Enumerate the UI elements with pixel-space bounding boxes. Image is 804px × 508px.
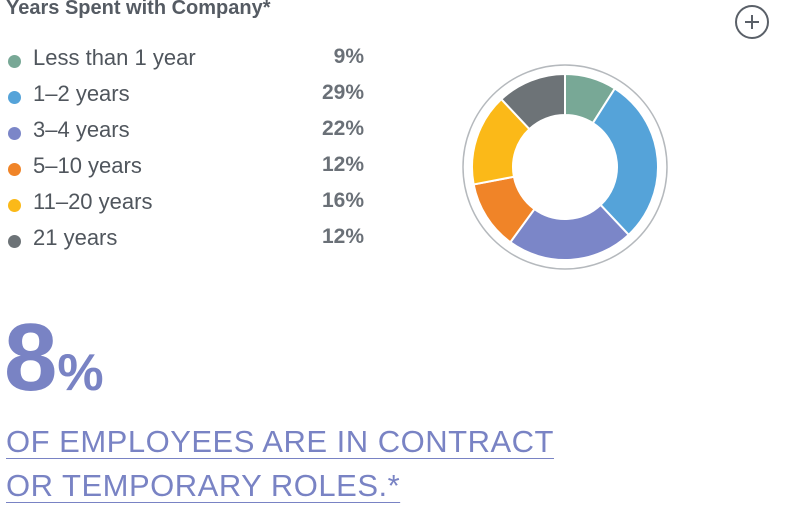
- legend-item: 5–10 years 12%: [0, 151, 370, 187]
- legend-value: 9%: [333, 45, 364, 68]
- legend-label: Less than 1 year: [33, 45, 196, 70]
- chart-title: Years Spent with Company*: [6, 0, 271, 19]
- legend-swatch: [8, 55, 21, 68]
- highlight-percent-sign: %: [57, 344, 104, 402]
- chart-legend: Less than 1 year 9% 1–2 years 29% 3–4 years 2…: [0, 43, 370, 259]
- legend-swatch: [8, 127, 21, 140]
- legend-label: 21 years: [33, 225, 118, 250]
- legend-item: Less than 1 year 9%: [0, 43, 370, 79]
- donut-chart: [462, 64, 668, 270]
- legend-label: 5–10 years: [33, 153, 142, 178]
- legend-label: 3–4 years: [33, 117, 130, 142]
- legend-value: 29%: [321, 81, 364, 104]
- legend-swatch: [8, 235, 21, 248]
- highlight-number: 8: [4, 304, 58, 411]
- plus-circle-icon: [745, 15, 759, 29]
- legend-label: 11–20 years: [33, 189, 153, 214]
- donut-slice: [591, 87, 659, 237]
- legend-value: 16%: [321, 189, 364, 212]
- legend-item: 1–2 years 29%: [0, 79, 370, 115]
- legend-value: 12%: [321, 225, 364, 248]
- highlight-statement[interactable]: OF EMPLOYEES ARE IN CONTRACT OR TEMPORAR…: [6, 420, 554, 508]
- legend-item: 21 years 12%: [0, 223, 370, 259]
- legend-item: 3–4 years 22%: [0, 115, 370, 151]
- legend-label: 1–2 years: [33, 81, 130, 106]
- statement-line-1: OF EMPLOYEES ARE IN CONTRACT: [6, 424, 554, 459]
- legend-swatch: [8, 91, 21, 104]
- legend-swatch: [8, 163, 21, 176]
- legend-swatch: [8, 199, 21, 212]
- legend-value: 22%: [321, 117, 364, 140]
- donut-outline: [462, 64, 668, 270]
- legend-value: 12%: [321, 153, 364, 176]
- expand-button[interactable]: [735, 5, 769, 39]
- donut-slice: [499, 72, 566, 131]
- statement-line-2: OR TEMPORARY ROLES.*: [6, 468, 401, 503]
- legend-item: 11–20 years 16%: [0, 187, 370, 223]
- highlight-stat: 8%: [4, 310, 104, 406]
